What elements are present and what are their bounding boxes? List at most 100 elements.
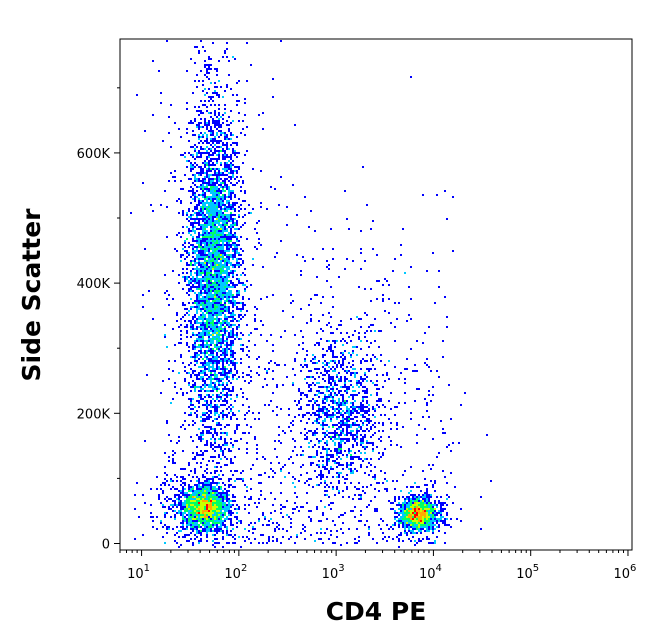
event-dot	[222, 364, 224, 366]
event-dot	[222, 450, 224, 452]
event-dot	[382, 454, 384, 456]
event-dot	[222, 358, 224, 360]
event-dot	[186, 218, 188, 220]
event-dot	[190, 290, 192, 292]
event-dot	[306, 432, 308, 434]
event-dot	[202, 362, 204, 364]
event-dot	[198, 278, 200, 280]
event-dot	[216, 356, 218, 358]
event-dot	[336, 432, 338, 434]
event-dot	[200, 166, 202, 168]
event-dot	[230, 354, 232, 356]
event-dot	[176, 506, 178, 508]
event-dot	[188, 284, 190, 286]
event-dot	[216, 524, 218, 526]
event-dot	[216, 256, 218, 258]
event-dot	[240, 254, 242, 256]
event-dot	[180, 354, 182, 356]
event-dot	[278, 364, 280, 366]
event-dot	[262, 524, 264, 526]
event-dot	[214, 104, 216, 106]
event-dot	[330, 468, 332, 470]
event-dot	[408, 506, 410, 508]
event-dot	[326, 434, 328, 436]
event-dot	[214, 150, 216, 152]
event-dot	[404, 512, 406, 514]
event-dot	[184, 152, 186, 154]
event-dot	[182, 210, 184, 212]
event-dot	[212, 360, 214, 362]
event-dot	[326, 398, 328, 400]
event-dot	[216, 330, 218, 332]
event-dot	[226, 280, 228, 282]
event-dot	[398, 546, 400, 548]
event-dot	[412, 510, 414, 512]
event-dot	[212, 174, 214, 176]
event-dot	[234, 300, 236, 302]
event-dot	[216, 340, 218, 342]
event-dot	[210, 350, 212, 352]
event-dot	[210, 278, 212, 280]
event-dot	[336, 452, 338, 454]
event-dot	[240, 546, 242, 548]
event-dot	[372, 448, 374, 450]
event-dot	[238, 240, 240, 242]
event-dot	[142, 294, 144, 296]
event-dot	[198, 52, 200, 54]
event-dot	[206, 302, 208, 304]
event-dot	[180, 356, 182, 358]
event-dot	[184, 506, 186, 508]
event-dot	[194, 232, 196, 234]
event-dot	[408, 508, 410, 510]
event-dot	[326, 484, 328, 486]
event-dot	[210, 508, 212, 510]
event-dot	[370, 358, 372, 360]
event-dot	[202, 342, 204, 344]
event-dot	[238, 252, 240, 254]
event-dot	[342, 402, 344, 404]
event-dot	[242, 306, 244, 308]
event-dot	[226, 250, 228, 252]
event-dot	[204, 450, 206, 452]
event-dot	[212, 398, 214, 400]
event-dot	[214, 124, 216, 126]
event-dot	[210, 158, 212, 160]
event-dot	[322, 446, 324, 448]
event-dot	[406, 358, 408, 360]
event-dot	[234, 252, 236, 254]
event-dot	[224, 438, 226, 440]
event-dot	[326, 412, 328, 414]
event-dot	[230, 360, 232, 362]
event-dot	[218, 356, 220, 358]
event-dot	[220, 126, 222, 128]
event-dot	[206, 416, 208, 418]
event-dot	[220, 164, 222, 166]
event-dot	[212, 186, 214, 188]
event-dot	[206, 172, 208, 174]
event-dot	[218, 80, 220, 82]
event-dot	[404, 506, 406, 508]
event-dot	[344, 422, 346, 424]
event-dot	[428, 498, 430, 500]
event-dot	[204, 122, 206, 124]
event-dot	[420, 490, 422, 492]
event-dot	[188, 252, 190, 254]
event-dot	[148, 290, 150, 292]
event-dot	[424, 506, 426, 508]
event-dot	[192, 498, 194, 500]
event-dot	[312, 398, 314, 400]
event-dot	[218, 174, 220, 176]
event-dot	[198, 242, 200, 244]
event-dot	[234, 500, 236, 502]
event-dot	[216, 238, 218, 240]
event-dot	[228, 348, 230, 350]
event-dot	[342, 432, 344, 434]
event-dot	[210, 514, 212, 516]
event-dot	[220, 208, 222, 210]
event-dot	[204, 182, 206, 184]
event-dot	[328, 340, 330, 342]
event-dot	[348, 418, 350, 420]
event-dot	[272, 78, 274, 80]
event-dot	[220, 308, 222, 310]
event-dot	[328, 348, 330, 350]
